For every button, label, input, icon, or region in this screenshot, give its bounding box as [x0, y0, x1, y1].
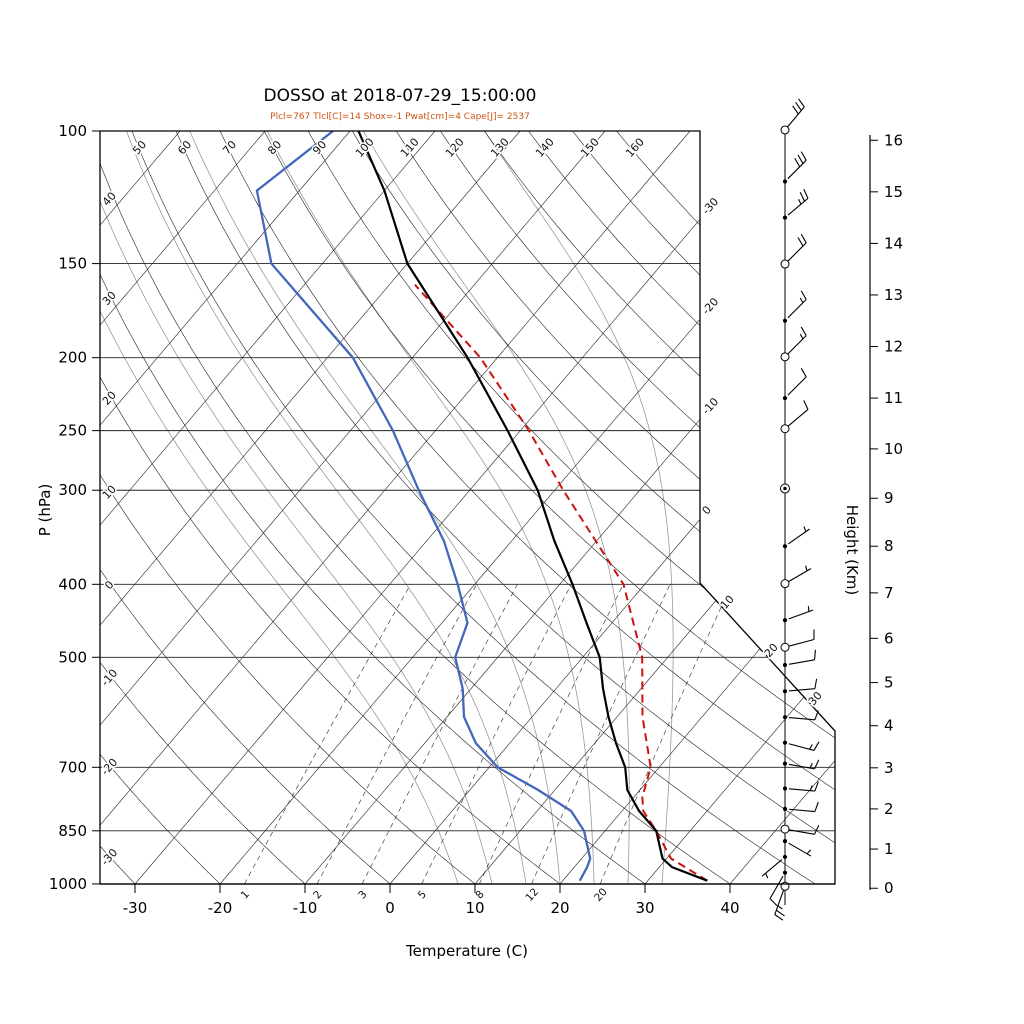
height-tick-label: 14	[884, 234, 903, 252]
height-tick-label: 4	[884, 717, 894, 735]
pressure-tick-label: 150	[58, 255, 87, 273]
svg-text:40: 40	[100, 189, 119, 208]
temperature-tick-label: 0	[385, 899, 395, 917]
height-tick-label: 12	[884, 338, 903, 356]
svg-text:3: 3	[356, 888, 369, 901]
height-tick-label: 1	[884, 840, 894, 858]
svg-text:20: 20	[592, 886, 610, 904]
height-tick-label: 11	[884, 389, 903, 407]
temperature-curve	[357, 131, 708, 882]
svg-text:1: 1	[239, 888, 252, 901]
wind-barbs	[761, 98, 820, 921]
pressure-tick-label: 100	[58, 122, 87, 140]
svg-text:70: 70	[220, 138, 239, 157]
temperature-tick-label: 20	[550, 899, 569, 917]
svg-text:0: 0	[700, 503, 714, 517]
height-tick-label: 3	[884, 759, 894, 777]
chart-title: DOSSO at 2018-07-29_15:00:00	[263, 86, 537, 106]
temperature-tick-label: -30	[123, 899, 148, 917]
pressure-tick-label: 300	[58, 481, 87, 499]
height-tick-label: 0	[884, 879, 894, 897]
svg-text:120: 120	[443, 136, 467, 160]
svg-text:50: 50	[130, 138, 149, 157]
svg-text:60: 60	[175, 138, 194, 157]
svg-text:140: 140	[533, 136, 557, 160]
height-tick-label: 8	[884, 537, 894, 555]
temperature-tick-label: -20	[208, 899, 233, 917]
pressure-tick-label: 250	[58, 422, 87, 440]
svg-text:5: 5	[416, 888, 429, 901]
pressure-tick-label: 1000	[49, 875, 87, 893]
svg-text:-20: -20	[700, 295, 722, 317]
svg-text:-10: -10	[700, 395, 722, 417]
svg-text:-10: -10	[99, 667, 121, 689]
pressure-tick-label: 400	[58, 575, 87, 593]
svg-text:12: 12	[523, 886, 541, 904]
svg-text:10: 10	[100, 483, 119, 502]
pressure-tick-label: 500	[58, 648, 87, 666]
svg-text:160: 160	[623, 136, 647, 160]
pressure-tick-label: 850	[58, 822, 87, 840]
height-tick-label: 16	[884, 131, 903, 149]
svg-text:130: 130	[488, 136, 512, 160]
height-tick-label: 7	[884, 584, 894, 602]
svg-text:30: 30	[100, 289, 119, 308]
temperature-tick-label: 30	[635, 899, 654, 917]
chart-subtitle: Plcl=767 Tlcl[C]=14 Shox=-1 Pwat[cm]=4 C…	[270, 112, 530, 122]
height-tick-label: 15	[884, 183, 903, 201]
pressure-tick-label: 200	[58, 349, 87, 367]
height-tick-label: 13	[884, 286, 903, 304]
svg-text:100: 100	[353, 136, 377, 160]
temperature-tick-label: 10	[465, 899, 484, 917]
isobars	[100, 131, 835, 884]
axes: -30 -20 -10 0 10 20 30 401001502002503004005007…	[49, 122, 903, 917]
svg-text:30: 30	[806, 689, 825, 708]
pressure-tick-label: 700	[58, 758, 87, 776]
plot-border	[99, 130, 836, 885]
temperature-tick-label: 40	[720, 899, 739, 917]
height-tick-label: 2	[884, 800, 894, 818]
temperature-tick-label: -10	[293, 899, 318, 917]
svg-text:90: 90	[310, 138, 329, 157]
height-tick-label: 5	[884, 674, 894, 692]
height-tick-label: 9	[884, 489, 894, 507]
svg-text:80: 80	[265, 138, 284, 157]
dewpoint-curve	[255, 131, 592, 882]
parcel-curve	[414, 284, 708, 882]
height-tick-label: 6	[884, 629, 894, 647]
temperature-axis-label: Temperature (C)	[406, 942, 528, 960]
height-tick-label: 10	[884, 440, 903, 458]
svg-text:-30: -30	[700, 195, 722, 217]
